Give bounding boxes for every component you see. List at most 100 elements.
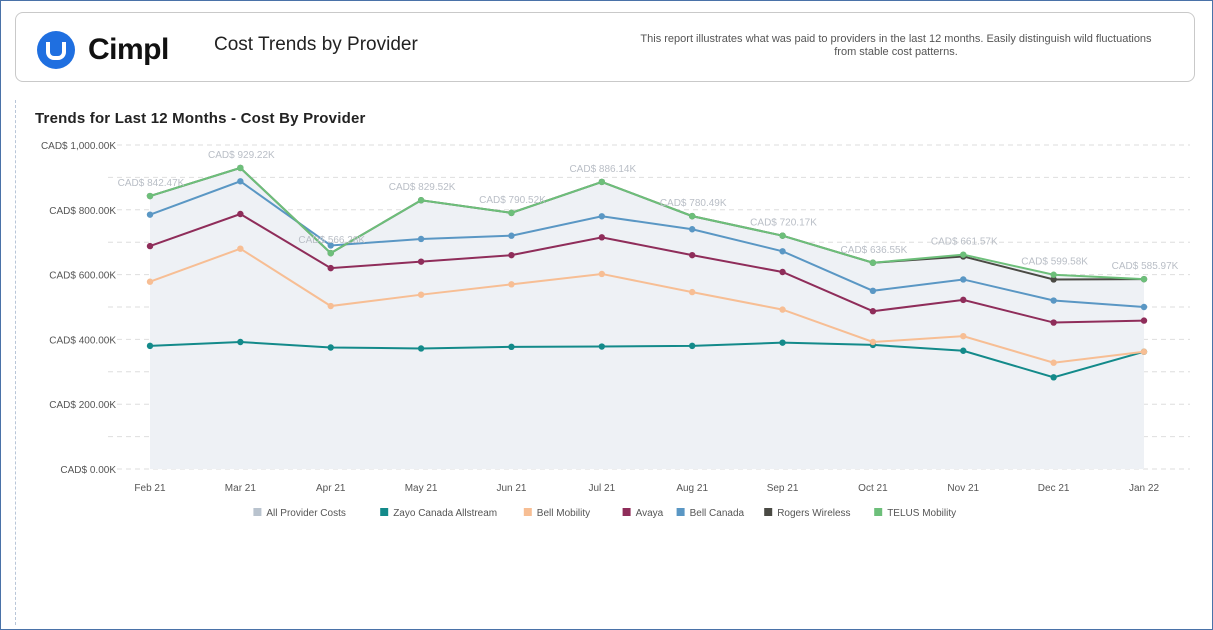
bell-canada-point: [508, 232, 515, 239]
x-tick-label: Sep 21: [767, 483, 799, 494]
zayo-canada-allstream-point: [237, 338, 244, 346]
panel-divider: [15, 100, 16, 625]
total-data-label: CAD$ 566.28K: [298, 235, 365, 246]
bell-mobility-point: [1050, 359, 1057, 366]
all-provider-costs-area: [150, 167, 1144, 469]
avaya-point: [237, 210, 244, 218]
total-data-label: CAD$ 842.47K: [118, 178, 185, 189]
bell-canada-point: [598, 213, 606, 220]
total-data-label: CAD$ 720.17K: [750, 218, 817, 229]
total-data-label: CAD$ 636.55K: [841, 245, 908, 256]
bell-mobility-point: [237, 245, 244, 252]
avaya-line: [149, 212, 1145, 324]
x-tick-label: Dec 21: [1038, 483, 1070, 494]
zayo-canada-allstream-point: [960, 347, 967, 354]
total-data-label: CAD$ 661.57K: [931, 237, 998, 248]
bell-canada-point: [869, 287, 877, 294]
x-tick-label: Jan 22: [1129, 483, 1159, 494]
telus-mobility-line: [149, 166, 1145, 281]
bell-canada-point: [688, 226, 696, 233]
legend-item-rogers-wireless: Rogers Wireless: [777, 508, 850, 519]
bell-canada-point: [1140, 303, 1148, 311]
y-tick-label: CAD$ 1,000.00K: [41, 141, 116, 152]
bell-mobility-line: [149, 247, 1145, 364]
avaya-point: [417, 258, 425, 265]
zayo-canada-allstream-point: [508, 343, 515, 351]
y-tick-label: CAD$ 0.00K: [60, 465, 116, 476]
legend-swatch-telus-mobility: [874, 508, 883, 516]
bell-canada-point: [1050, 297, 1057, 304]
telus-mobility-point: [508, 209, 515, 217]
bell-mobility-point: [417, 291, 425, 298]
x-tick-label: Oct 21: [858, 483, 888, 494]
zayo-canada-allstream-point: [688, 342, 696, 350]
x-tick-label: May 21: [405, 483, 438, 494]
total-data-label: CAD$ 599.58K: [1021, 257, 1088, 268]
bell-canada-point: [779, 248, 786, 255]
y-tick-label: CAD$ 600.00K: [49, 271, 116, 282]
legend-swatch-bell-canada: [676, 508, 685, 516]
bell-mobility-point: [960, 332, 967, 340]
report-description: This report illustrates what was paid to…: [640, 33, 1152, 58]
zayo-canada-allstream-point: [146, 342, 154, 350]
x-tick-label: Nov 21: [947, 483, 979, 494]
telus-mobility-point: [779, 232, 786, 239]
zayo-canada-allstream-line: [149, 340, 1145, 379]
legend-item-avaya: Avaya: [636, 508, 664, 519]
avaya-point: [146, 242, 154, 250]
y-tick-label: CAD$ 800.00K: [49, 206, 116, 217]
total-data-label: CAD$ 829.52K: [389, 182, 456, 193]
legend-swatch-zayo-canada-allstream: [380, 508, 389, 516]
telus-mobility-point: [417, 197, 425, 204]
zayo-canada-allstream-point: [779, 339, 786, 346]
legend-item-bell-mobility: Bell Mobility: [537, 508, 590, 519]
avaya-point: [960, 296, 967, 304]
bell-canada-point: [327, 242, 334, 249]
avaya-point: [327, 264, 334, 272]
legend-item-telus-mobility: TELUS Mobility: [887, 508, 956, 519]
legend-item-zayo-canada-allstream: Zayo Canada Allstream: [393, 508, 497, 519]
telus-mobility-point: [688, 212, 696, 220]
bell-canada-point: [237, 178, 244, 185]
bell-mobility-point: [688, 288, 696, 296]
total-data-label: CAD$ 790.52K: [479, 195, 546, 206]
avaya-point: [1140, 317, 1148, 324]
avaya-point: [869, 308, 877, 315]
telus-mobility-point: [869, 259, 877, 266]
bell-canada-point: [417, 235, 425, 243]
avaya-point: [688, 251, 696, 259]
telus-mobility-point: [1050, 271, 1057, 278]
x-tick-label: Feb 21: [134, 483, 166, 494]
logo-text: Cimpl: [88, 33, 169, 66]
page-title: Cost Trends by Provider: [214, 34, 418, 55]
y-tick-label: CAD$ 200.00K: [49, 400, 116, 411]
bell-mobility-point: [779, 306, 786, 313]
x-tick-label: Jun 21: [496, 483, 526, 494]
bell-mobility-point: [508, 281, 515, 288]
y-tick-label: CAD$ 400.00K: [49, 335, 116, 346]
bell-mobility-point: [869, 338, 877, 346]
cimpl-logo-icon: [37, 31, 75, 69]
x-tick-label: Mar 21: [225, 483, 257, 494]
rogers-wireless-point: [1050, 276, 1057, 283]
bell-canada-line: [149, 180, 1145, 308]
telus-mobility-point: [237, 164, 244, 172]
x-tick-label: Apr 21: [316, 483, 346, 494]
legend-item-all-provider-costs: All Provider Costs: [266, 508, 345, 519]
legend-swatch-avaya: [622, 508, 631, 516]
bell-mobility-point: [327, 302, 334, 310]
total-data-label: CAD$ 585.97K: [1112, 261, 1179, 272]
total-data-label: CAD$ 929.22K: [208, 150, 275, 161]
bell-mobility-point: [598, 270, 606, 278]
telus-mobility-point: [1140, 275, 1148, 283]
legend-swatch-all-provider-costs: [253, 508, 262, 516]
telus-mobility-point: [598, 178, 606, 186]
telus-mobility-point: [327, 249, 334, 257]
total-data-label: CAD$ 886.14K: [569, 164, 636, 175]
avaya-point: [779, 268, 786, 276]
zayo-canada-allstream-point: [417, 345, 425, 352]
total-data-label: CAD$ 780.49K: [660, 198, 727, 209]
avaya-point: [598, 234, 606, 241]
avaya-point: [508, 251, 515, 259]
